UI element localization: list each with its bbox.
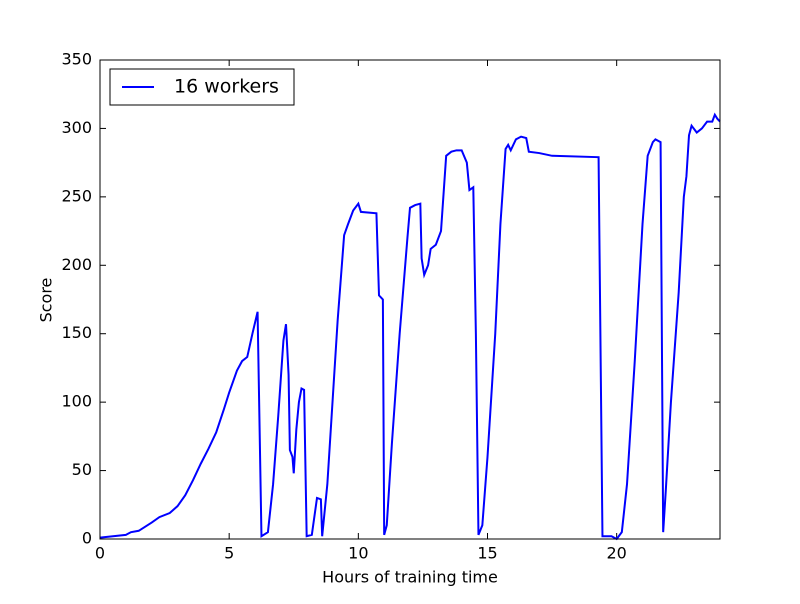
x-tick-label: 15	[477, 544, 497, 563]
y-tick-label: 200	[61, 255, 92, 274]
data-line	[99, 112, 721, 541]
y-tick-label: 250	[61, 186, 92, 205]
y-tick-label: 300	[61, 118, 92, 137]
legend-label: 16 workers	[174, 76, 279, 98]
x-tick-label: 5	[224, 544, 234, 563]
y-tick-label: 150	[61, 323, 92, 342]
y-tick-label: 50	[72, 460, 92, 479]
y-tick-label: 100	[61, 392, 92, 411]
x-tick-label: 20	[606, 544, 626, 563]
y-axis-label: Score	[37, 278, 56, 323]
y-tick-label: 350	[61, 50, 92, 69]
x-tick-label: 10	[348, 544, 368, 563]
plot-frame	[99, 59, 721, 540]
x-tick-label: 0	[95, 544, 105, 563]
x-axis-label: Hours of training time	[322, 568, 498, 587]
y-tick-label: 0	[82, 529, 92, 548]
